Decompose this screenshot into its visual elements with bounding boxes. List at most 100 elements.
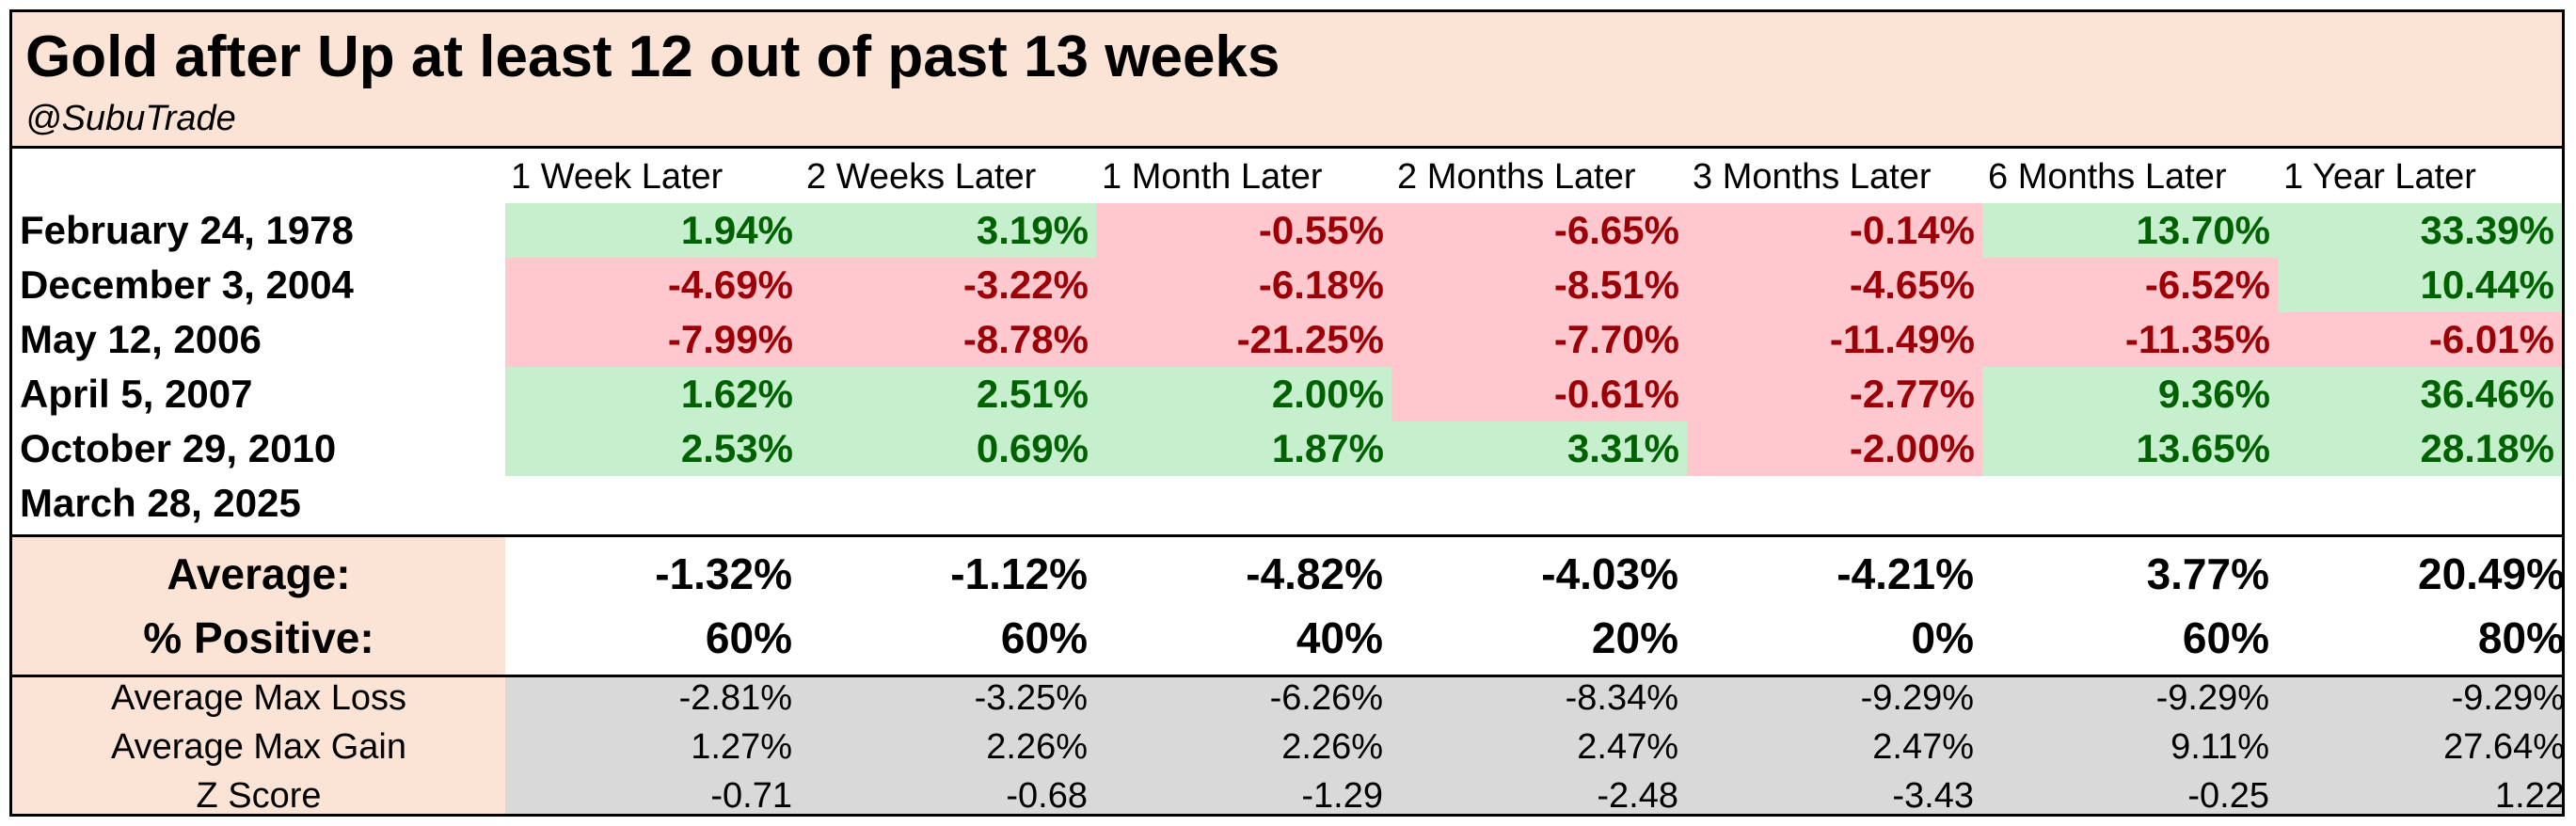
return-cell: -11.49% — [1687, 312, 1982, 367]
return-cell: 28.18% — [2278, 421, 2562, 476]
return-cell: 2.51% — [801, 367, 1096, 421]
average-max-gain-value: 2.47% — [1872, 727, 1974, 767]
return-cell: -2.00% — [1687, 421, 1982, 476]
row-date-label: April 5, 2007 — [20, 372, 253, 416]
column-header: 3 Months Later — [1693, 157, 1932, 197]
average-max-gain-value: 9.11% — [2171, 727, 2269, 767]
column-header: 1 Month Later — [1102, 157, 1323, 197]
return-cell: -8.78% — [801, 312, 1096, 367]
z-score-value: -0.71 — [710, 776, 792, 816]
return-cell: -0.61% — [1391, 367, 1687, 421]
table-row: December 3, 2004 -4.69% -3.22% -6.18% -8.51%… — [12, 258, 2562, 312]
column-header: 1 Year Later — [2283, 157, 2476, 197]
return-cell: 2.00% — [1096, 367, 1391, 421]
return-cell: 3.19% — [801, 203, 1096, 258]
table-row: February 24, 1978 1.94% 3.19% -0.55% -6.65% -… — [12, 203, 2562, 258]
average-value: -4.03% — [1541, 549, 1678, 598]
summary-block: Average: -1.32% -1.12% -4.82% -4.03% -4.21% 3.… — [12, 534, 2562, 677]
row-date-label: December 3, 2004 — [20, 262, 354, 307]
z-score-value: -3.43 — [1892, 776, 1974, 816]
return-cell: -6.18% — [1096, 258, 1391, 312]
percent-positive-value: 0% — [1911, 613, 1974, 662]
title-block: Gold after Up at least 12 out of past 13… — [12, 12, 2562, 149]
stats-value-background — [505, 677, 2562, 814]
average-value: 20.49% — [2417, 549, 2565, 598]
z-score-label: Z Score — [196, 776, 322, 816]
return-cell: -0.14% — [1687, 203, 1982, 258]
table-row: March 28, 2025 — [12, 476, 2562, 531]
average-max-loss-label: Average Max Loss — [110, 678, 407, 718]
z-score-value: -0.68 — [1006, 776, 1088, 816]
return-cell: -6.01% — [2278, 312, 2562, 367]
return-cell: -11.35% — [1982, 312, 2278, 367]
return-cell: -4.69% — [505, 258, 801, 312]
row-date-label: May 12, 2006 — [20, 317, 262, 361]
percent-positive-value: 80% — [2477, 613, 2565, 662]
author-handle: @SubuTrade — [25, 99, 236, 138]
average-label: Average: — [167, 549, 351, 598]
column-header: 2 Weeks Later — [806, 157, 1037, 197]
return-cell: -6.65% — [1391, 203, 1687, 258]
percent-positive-label: % Positive: — [143, 613, 374, 662]
stats-block: Average Max Loss -2.81% -3.25% -6.26% -8.34%… — [12, 677, 2565, 816]
percent-positive-value: 60% — [2182, 613, 2269, 662]
average-value: 3.77% — [2146, 549, 2269, 598]
return-cell: 10.44% — [2278, 258, 2562, 312]
z-score-value: 1.22 — [2495, 776, 2565, 816]
average-max-gain-label: Average Max Gain — [110, 727, 407, 767]
average-max-loss-value: -8.34% — [1565, 678, 1678, 718]
return-cell: 9.36% — [1982, 367, 2278, 421]
average-max-loss-value: -9.29% — [2155, 678, 2269, 718]
table-row: April 5, 2007 1.62% 2.51% 2.00% -0.61% -2.77%… — [12, 367, 2562, 421]
table-frame: Gold after Up at least 12 out of past 13… — [9, 9, 2565, 817]
z-score-value: -1.29 — [1301, 776, 1383, 816]
return-cell: -6.52% — [1982, 258, 2278, 312]
stats-label-background — [12, 677, 505, 814]
column-header-row: 1 Week Later 2 Weeks Later 1 Month Later 2 … — [12, 149, 2562, 203]
return-cell: 13.65% — [1982, 421, 2278, 476]
column-header: 2 Months Later — [1397, 157, 1636, 197]
average-max-gain-value: 2.47% — [1577, 727, 1678, 767]
return-cell: -0.55% — [1096, 203, 1391, 258]
average-max-gain-value: 2.26% — [1281, 727, 1383, 767]
summary-label-background — [12, 537, 505, 675]
average-max-loss-value: -9.29% — [1860, 678, 1974, 718]
return-cell: 1.62% — [505, 367, 801, 421]
percent-positive-value: 60% — [705, 613, 792, 662]
table-row: May 12, 2006 -7.99% -8.78% -21.25% -7.70% -11… — [12, 312, 2562, 367]
row-date-label: February 24, 1978 — [20, 208, 354, 252]
return-cell: 36.46% — [2278, 367, 2562, 421]
return-cell: -7.70% — [1391, 312, 1687, 367]
return-cell: -8.51% — [1391, 258, 1687, 312]
row-date-label: March 28, 2025 — [20, 481, 301, 525]
return-cell: -21.25% — [1096, 312, 1391, 367]
average-max-gain-value: 2.26% — [986, 727, 1088, 767]
page-title: Gold after Up at least 12 out of past 13… — [25, 24, 1280, 89]
average-value: -4.82% — [1246, 549, 1383, 598]
return-cell: 13.70% — [1982, 203, 2278, 258]
average-max-gain-value: 1.27% — [691, 727, 792, 767]
return-cell: 3.31% — [1391, 421, 1687, 476]
percent-positive-value: 20% — [1591, 613, 1678, 662]
average-value: -1.32% — [655, 549, 792, 598]
column-header: 6 Months Later — [1988, 157, 2227, 197]
percent-positive-value: 60% — [1000, 613, 1088, 662]
table-row: October 29, 2010 2.53% 0.69% 1.87% 3.31% -2.0… — [12, 421, 2562, 476]
average-max-loss-value: -6.26% — [1269, 678, 1383, 718]
return-cell: 0.69% — [801, 421, 1096, 476]
z-score-value: -2.48 — [1597, 776, 1678, 816]
return-cell: 33.39% — [2278, 203, 2562, 258]
percent-positive-value: 40% — [1296, 613, 1383, 662]
return-cell: 2.53% — [505, 421, 801, 476]
return-cell: 1.94% — [505, 203, 801, 258]
average-value: -4.21% — [1837, 549, 1974, 598]
average-value: -1.12% — [950, 549, 1088, 598]
return-cell: -4.65% — [1687, 258, 1982, 312]
average-max-loss-value: -3.25% — [974, 678, 1088, 718]
return-cell: -3.22% — [801, 258, 1096, 312]
row-date-label: October 29, 2010 — [20, 426, 337, 470]
return-cell: -2.77% — [1687, 367, 1982, 421]
average-max-gain-value: 27.64% — [2443, 727, 2565, 767]
return-cell: 1.87% — [1096, 421, 1391, 476]
average-max-loss-value: -9.29% — [2451, 678, 2565, 718]
